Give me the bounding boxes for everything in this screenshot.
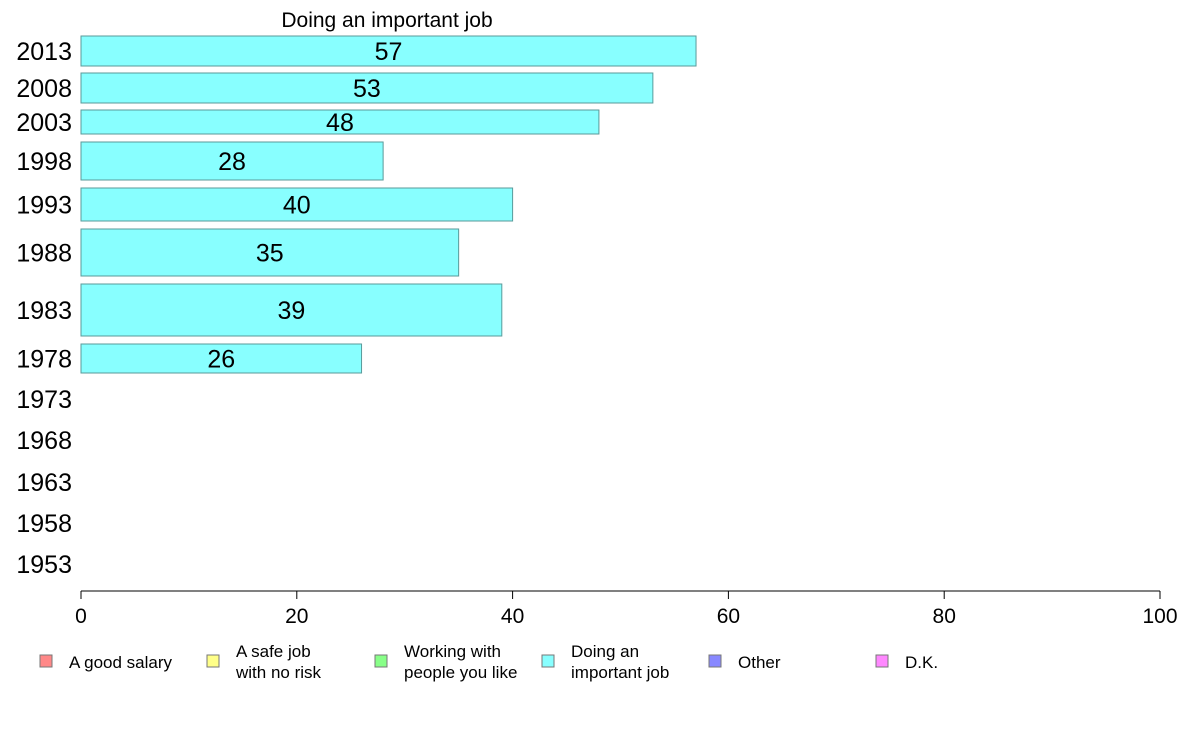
- bar: [80, 72, 654, 104]
- bars-group: 57 53 48 28 40 35 39 26: [80, 35, 697, 374]
- bar: [80, 109, 600, 135]
- bar: [80, 187, 514, 222]
- legend-swatch: [39, 654, 53, 668]
- data-label: 26: [207, 346, 235, 374]
- legend-label: Other: [738, 653, 781, 672]
- y-tick-label: 1958: [16, 510, 72, 538]
- data-label: 40: [283, 192, 311, 220]
- data-label: 35: [256, 240, 284, 268]
- y-tick-label: 1988: [16, 240, 72, 268]
- legend-label: D.K.: [905, 653, 938, 672]
- legend-swatch: [541, 654, 555, 668]
- y-tick-label: 2003: [16, 109, 72, 137]
- data-label: 28: [218, 148, 246, 176]
- y-tick-label: 1978: [16, 346, 72, 374]
- bar: [80, 35, 697, 67]
- y-tick-label: 1993: [16, 192, 72, 220]
- data-label: 48: [326, 109, 354, 137]
- y-tick-label: 2008: [16, 75, 72, 103]
- data-label: 57: [375, 38, 403, 66]
- y-tick-label: 1983: [16, 297, 72, 325]
- bar: [80, 141, 384, 181]
- legend-swatch: [374, 654, 388, 668]
- x-tick-label: 20: [285, 605, 308, 628]
- data-label: 53: [353, 75, 381, 103]
- x-tick-label: 0: [75, 605, 87, 628]
- y-tick-label: 1963: [16, 469, 72, 497]
- data-label: 39: [277, 297, 305, 325]
- y-tick-label: 1998: [16, 148, 72, 176]
- legend: A good salary A safe job with no risk Worki…: [39, 642, 938, 682]
- legend-swatch: [206, 654, 220, 668]
- x-tick-label: 40: [501, 605, 524, 628]
- y-tick-label: 1968: [16, 427, 72, 455]
- y-tick-label: 1973: [16, 386, 72, 414]
- legend-swatch: [875, 654, 889, 668]
- x-axis: 0 20 40 60 80 100: [75, 590, 1178, 628]
- legend-label: A good salary: [69, 653, 173, 672]
- x-tick-label: 60: [717, 605, 740, 628]
- legend-swatch: [708, 654, 722, 668]
- bar: [80, 343, 363, 374]
- y-tick-label: 1953: [16, 551, 72, 579]
- legend-label: important job: [571, 663, 669, 682]
- bar: [80, 228, 460, 277]
- legend-label: people you like: [404, 663, 517, 682]
- legend-label: A safe job: [236, 642, 311, 661]
- bar: [80, 283, 503, 337]
- x-tick-label: 100: [1142, 605, 1177, 628]
- legend-label: with no risk: [235, 663, 322, 682]
- chart-title: Doing an important job: [281, 9, 492, 32]
- y-axis-labels: 2013 2008 2003 1998 1993 1988 1983 1978 1973 1968…: [16, 38, 72, 579]
- y-tick-label: 2013: [16, 38, 72, 66]
- legend-label: Doing an: [571, 642, 639, 661]
- legend-label: Working with: [404, 642, 501, 661]
- x-tick-label: 80: [933, 605, 956, 628]
